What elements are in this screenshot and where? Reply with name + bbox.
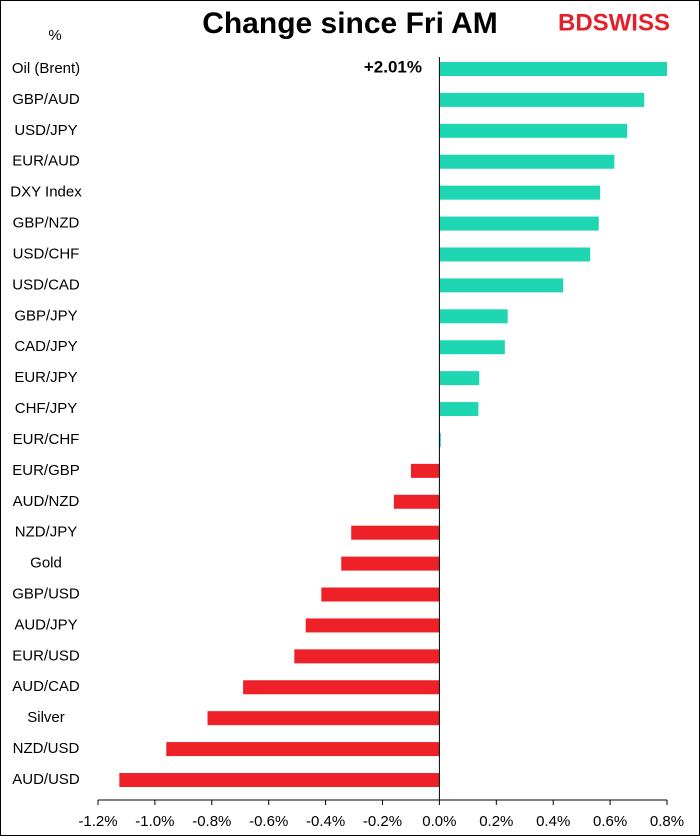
y-tick-label: EUR/CHF	[13, 431, 80, 448]
y-tick-label: Gold	[30, 555, 62, 572]
bar	[439, 154, 615, 169]
y-tick-label: NZD/USD	[13, 740, 80, 757]
bar	[439, 340, 505, 355]
y-tick-label: EUR/JPY	[14, 369, 77, 386]
bar	[439, 278, 564, 293]
bar	[341, 556, 440, 571]
x-tick-label: 0.2%	[479, 813, 513, 830]
bar	[439, 92, 645, 107]
x-tick-label: -0.8%	[192, 813, 231, 830]
bar	[166, 742, 440, 757]
bar	[439, 371, 480, 386]
bar	[305, 618, 440, 633]
bar	[439, 247, 591, 262]
bar	[207, 711, 440, 726]
bar	[439, 185, 601, 200]
bar	[321, 587, 440, 602]
x-tick-label: -1.0%	[135, 813, 174, 830]
y-tick-label: USD/CHF	[13, 245, 80, 262]
y-tick-label: DXY Index	[10, 184, 82, 201]
x-tick-label: 0.4%	[536, 813, 570, 830]
y-tick-label: Oil (Brent)	[12, 60, 80, 77]
y-tick-label: NZD/JPY	[15, 524, 78, 541]
y-tick-label: Silver	[27, 709, 65, 726]
x-tick-label: 0.8%	[650, 813, 684, 830]
bar	[439, 402, 479, 417]
bar	[439, 216, 599, 231]
bar	[393, 494, 440, 509]
y-tick-label: GBP/NZD	[13, 215, 80, 232]
bar	[439, 309, 508, 324]
chart-title: Change since Fri AM	[202, 7, 498, 40]
value-label: +2.01%	[364, 57, 422, 76]
x-tick-label: 0.6%	[593, 813, 627, 830]
x-tick-label: -0.6%	[249, 813, 288, 830]
y-tick-label: AUD/NZD	[13, 493, 80, 510]
plot-area	[119, 62, 667, 787]
x-tick-label: 0.0%	[422, 813, 456, 830]
y-tick-label: USD/CAD	[12, 276, 80, 293]
y-tick-label: EUR/USD	[12, 647, 80, 664]
bar	[243, 680, 440, 695]
y-tick-label: EUR/AUD	[12, 153, 80, 170]
y-tick-label: GBP/USD	[12, 585, 80, 602]
y-tick-label: GBP/JPY	[14, 307, 77, 324]
y-tick-label: CAD/JPY	[14, 338, 77, 355]
bar	[439, 432, 441, 447]
logo: BDSWISS	[558, 9, 670, 36]
bar	[351, 525, 440, 540]
unit-label: %	[48, 27, 61, 44]
bar	[294, 649, 440, 664]
bar	[439, 62, 667, 76]
y-tick-label: AUD/CAD	[12, 678, 80, 695]
y-tick-label: EUR/GBP	[12, 462, 80, 479]
bar	[439, 123, 628, 138]
y-tick-label: AUD/USD	[12, 771, 80, 788]
x-tick-label: -0.2%	[363, 813, 402, 830]
y-tick-label: CHF/JPY	[15, 400, 78, 417]
y-tick-label: GBP/AUD	[12, 91, 80, 108]
bar	[410, 463, 440, 478]
x-tick-label: -0.4%	[306, 813, 345, 830]
y-tick-label: AUD/JPY	[14, 616, 77, 633]
y-tick-label: USD/JPY	[14, 122, 77, 139]
bar	[119, 773, 440, 787]
x-tick-label: -1.2%	[78, 813, 117, 830]
